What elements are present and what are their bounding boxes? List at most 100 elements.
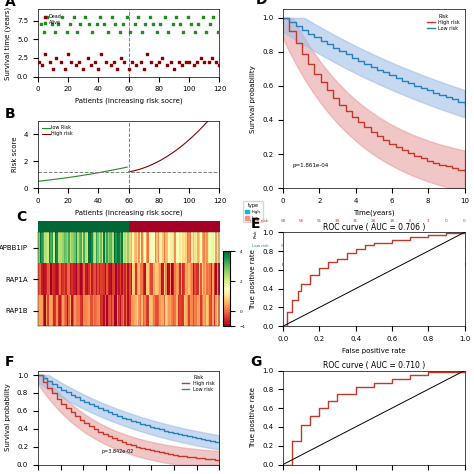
Alive (37, 20, 45, 28)
Dead (152, 62, 160, 69)
High risk (152, 161, 157, 166)
High risk (215, 107, 221, 112)
Alive (127, 28, 134, 36)
Alive (199, 13, 207, 21)
Y-axis label: Risk score: Risk score (12, 137, 18, 172)
Dead (102, 58, 110, 65)
Alive (149, 20, 157, 28)
Y-axis label: True positive rate: True positive rate (250, 387, 256, 448)
Dead (42, 50, 49, 58)
Y-axis label: True positive rate: True positive rate (250, 249, 256, 310)
Dead (213, 58, 220, 65)
Alive (131, 20, 138, 28)
Dead (170, 65, 178, 73)
Text: D: D (256, 0, 267, 7)
Dead (113, 65, 120, 73)
low Risk (61, 175, 66, 181)
Dead (147, 58, 155, 65)
Alive (210, 13, 217, 21)
Alive (194, 20, 202, 28)
Alive (73, 28, 81, 36)
Dead (137, 58, 145, 65)
Alive (93, 20, 100, 28)
Text: E: E (250, 217, 260, 231)
Legend: High risk, Low risk: High risk, Low risk (425, 12, 462, 33)
Alive (179, 28, 187, 36)
Dead (190, 62, 198, 69)
Alive (40, 28, 48, 36)
Dead (155, 58, 163, 65)
Legend: High risk, Low risk: High risk, Low risk (180, 373, 217, 394)
Alive (54, 20, 61, 28)
Alive (119, 20, 127, 28)
Alive (202, 28, 210, 36)
Alive (142, 20, 149, 28)
X-axis label: Time(years): Time(years) (353, 210, 394, 216)
Alive (63, 28, 71, 36)
Legend: high, low: high, low (243, 201, 263, 222)
High risk (156, 158, 162, 164)
Alive (134, 13, 142, 21)
High risk (155, 159, 160, 165)
Alive (164, 28, 172, 36)
High risk (182, 141, 188, 146)
Alive (214, 28, 222, 36)
Alive (66, 20, 73, 28)
Text: F: F (5, 355, 15, 369)
Alive (58, 13, 66, 21)
Dead (91, 58, 99, 65)
Dead (120, 58, 128, 65)
Alive (169, 20, 176, 28)
Line: low Risk: low Risk (38, 167, 127, 181)
Alive (172, 13, 179, 21)
Text: p=3.842e-02: p=3.842e-02 (101, 449, 134, 454)
Dead (201, 58, 208, 65)
Dead (118, 54, 125, 62)
Alive (116, 28, 123, 36)
Text: C: C (16, 210, 27, 224)
Dead (95, 65, 102, 73)
low Risk (64, 175, 70, 181)
Dead (140, 65, 147, 73)
Dead (67, 58, 75, 65)
Legend: Dead, Alive: Dead, Alive (40, 12, 64, 27)
Alive (187, 20, 194, 28)
Dead (205, 58, 213, 65)
Alive (123, 13, 131, 21)
Alive (104, 28, 111, 36)
Dead (107, 62, 114, 69)
Dead (84, 54, 91, 62)
Dead (163, 62, 170, 69)
Dead (61, 65, 69, 73)
Dead (198, 54, 205, 62)
X-axis label: False positive rate: False positive rate (342, 347, 405, 354)
Dead (125, 65, 132, 73)
Dead (182, 58, 190, 65)
Dead (208, 54, 216, 62)
Alive (86, 20, 93, 28)
Alive (154, 28, 161, 36)
Text: A: A (5, 0, 16, 9)
Alive (51, 28, 58, 36)
Dead (57, 58, 64, 65)
Alive (111, 20, 119, 28)
low Risk (91, 171, 97, 176)
Dead (178, 62, 185, 69)
Alive (207, 20, 214, 28)
Dead (49, 65, 57, 73)
Dead (167, 58, 175, 65)
High risk (148, 162, 154, 168)
Alive (191, 28, 199, 36)
Alive (81, 13, 89, 21)
Alive (176, 20, 184, 28)
Alive (96, 13, 104, 21)
High risk (141, 165, 146, 171)
Y-axis label: Survival probability: Survival probability (250, 65, 256, 133)
Dead (64, 50, 72, 58)
low Risk (35, 178, 41, 184)
Dead (72, 62, 80, 69)
Text: p=1.861e-04: p=1.861e-04 (292, 163, 328, 168)
Alive (184, 13, 191, 21)
Alive (76, 20, 84, 28)
low Risk (58, 176, 64, 182)
